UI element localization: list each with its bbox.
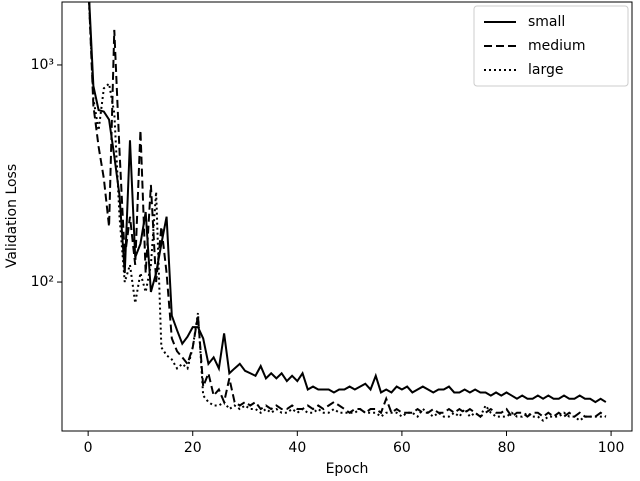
- series-line: [88, 2, 607, 404]
- plot-area: [88, 2, 607, 422]
- y-tick-label: 10³: [31, 57, 54, 73]
- x-tick-label: 60: [393, 440, 411, 456]
- legend-label: medium: [528, 38, 586, 54]
- axes-frame: [61, 1, 633, 432]
- x-tick-label: 100: [598, 440, 625, 456]
- legend-label: large: [528, 62, 563, 78]
- x-tick-label: 20: [184, 440, 202, 456]
- legend-label: small: [528, 14, 565, 30]
- series-line: [88, 2, 607, 419]
- x-tick-label: 40: [288, 440, 306, 456]
- x-tick-label: 80: [498, 440, 516, 456]
- x-tick-label: 0: [84, 440, 93, 456]
- series-line: [88, 2, 606, 422]
- y-axis-label: Validation Loss: [4, 164, 20, 268]
- legend-box: [473, 5, 629, 87]
- x-axis-label: Epoch: [326, 461, 369, 477]
- y-tick-label: 10²: [31, 274, 54, 290]
